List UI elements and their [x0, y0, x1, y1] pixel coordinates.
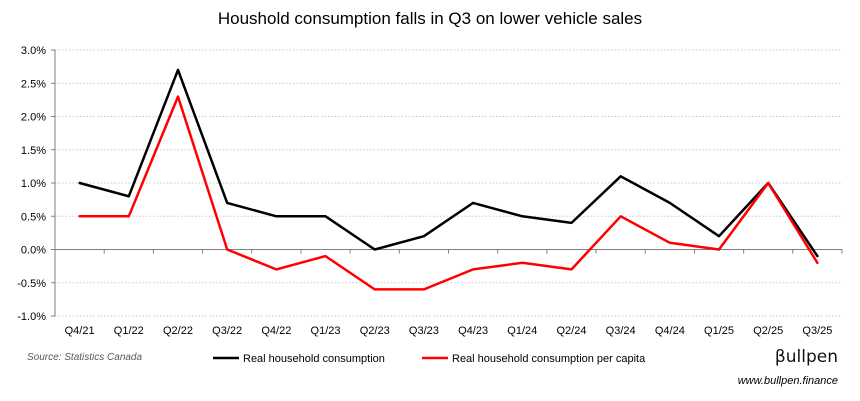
x-tick-label: Q2/22: [163, 325, 193, 337]
series-line-real-household-consumption: [78, 68, 819, 258]
x-tick-label: Q4/21: [65, 325, 95, 337]
x-tick-label: Q3/23: [409, 325, 439, 337]
legend-label-real-household-consumption-per-capita: Real household consumption per capita: [452, 353, 646, 365]
legend-label-real-household-consumption: Real household consumption: [243, 353, 385, 365]
series-line-real-household-consumption-per-capita: [78, 95, 819, 291]
x-tick-label: Q3/24: [606, 325, 636, 337]
bullpen-logo: βullpen: [775, 347, 838, 367]
x-tick-label: Q1/24: [507, 325, 537, 337]
source-note: Source: Statistics Canada: [27, 352, 142, 363]
y-tick-label: 1.0%: [21, 178, 46, 190]
x-tick-label: Q2/23: [360, 325, 390, 337]
y-tick-label: 1.5%: [21, 145, 46, 157]
x-tick-label: Q3/22: [212, 325, 242, 337]
x-tick-labels: Q4/21 Q1/22 Q2/22 Q3/22 Q4/22 Q1/23 Q2/23 Q3/23…: [65, 249, 843, 337]
y-tick-labels: 3.0% 2.5% 2.0% 1.5% 1.0% 0.5% 0.0% -0.5% -1.0%: [17, 45, 55, 323]
x-tick-label: Q4/24: [655, 325, 685, 337]
legend: Real household consumption Real househol…: [213, 353, 646, 365]
y-tick-label: 2.5%: [21, 78, 46, 90]
gridlines: [55, 49, 842, 317]
y-tick-label: 3.0%: [21, 45, 46, 57]
x-tick-label: Q4/22: [261, 325, 291, 337]
x-tick-label: Q3/25: [802, 325, 832, 337]
x-tick-label: Q2/25: [753, 325, 783, 337]
y-tick-label: -1.0%: [17, 311, 46, 323]
website-link: www.bullpen.finance: [738, 375, 838, 387]
x-tick-label: Q1/23: [311, 325, 341, 337]
series-lines: [78, 68, 819, 291]
y-tick-label: -0.5%: [17, 278, 46, 290]
x-tick-label: Q4/23: [458, 325, 488, 337]
y-tick-label: 0.5%: [21, 211, 46, 223]
y-tick-label: 0.0%: [21, 245, 46, 257]
y-tick-label: 2.0%: [21, 112, 46, 124]
x-tick-label: Q1/25: [704, 325, 734, 337]
chart-title: Houshold consumption falls in Q3 on lowe…: [218, 9, 642, 28]
x-tick-label: Q2/24: [556, 325, 586, 337]
x-tick-label: Q1/22: [114, 325, 144, 337]
